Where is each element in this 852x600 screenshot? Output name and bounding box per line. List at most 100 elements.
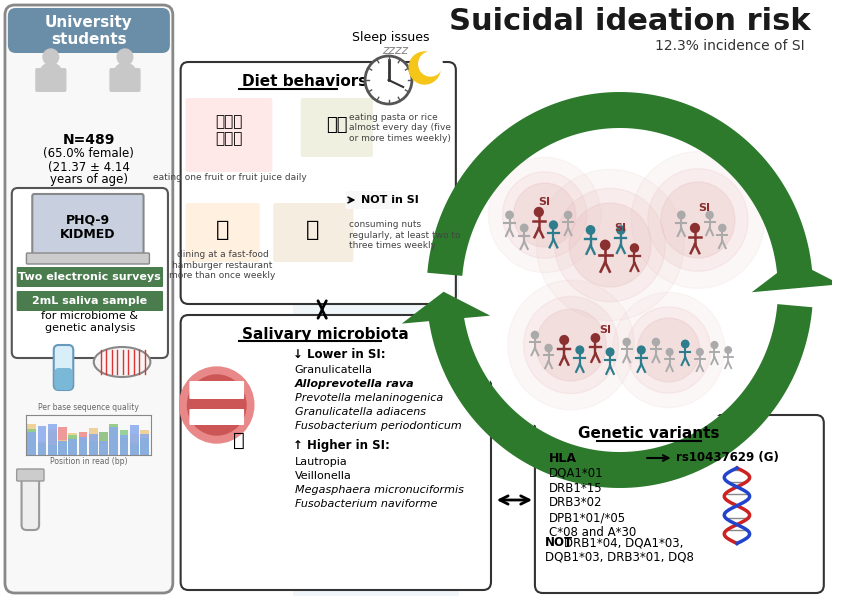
Text: eating pasta or rice
almost every day (five
or more times weekly): eating pasta or rice almost every day (f…: [349, 113, 452, 143]
Bar: [78, 431, 88, 455]
Circle shape: [586, 226, 595, 234]
Bar: [140, 438, 149, 455]
Circle shape: [550, 221, 557, 229]
Circle shape: [463, 130, 776, 450]
Text: (21.37 ± 4.14: (21.37 ± 4.14: [48, 160, 130, 173]
FancyBboxPatch shape: [273, 203, 354, 262]
Text: for microbiome &: for microbiome &: [42, 311, 138, 321]
Circle shape: [419, 52, 442, 76]
Circle shape: [607, 348, 614, 356]
Circle shape: [565, 211, 572, 218]
Text: PHQ-9: PHQ-9: [66, 214, 110, 226]
Polygon shape: [428, 304, 812, 488]
Bar: [68, 436, 78, 455]
Text: Per base sequence quality: Per base sequence quality: [38, 403, 140, 413]
Text: C*08 and A*30: C*08 and A*30: [549, 527, 636, 539]
Circle shape: [545, 344, 552, 352]
Bar: [58, 441, 67, 455]
Bar: [78, 439, 88, 455]
Text: Suicidal ideation risk: Suicidal ideation risk: [449, 7, 810, 37]
Circle shape: [409, 52, 440, 84]
Circle shape: [180, 367, 254, 443]
Text: Fusobacterium naviforme: Fusobacterium naviforme: [295, 499, 437, 509]
Bar: [27, 424, 36, 455]
Circle shape: [560, 335, 568, 344]
Circle shape: [521, 224, 528, 232]
FancyArrow shape: [751, 260, 840, 292]
Circle shape: [569, 203, 651, 287]
Text: Granulicatella: Granulicatella: [295, 365, 373, 375]
Bar: [109, 424, 118, 455]
FancyBboxPatch shape: [186, 203, 260, 262]
Bar: [27, 437, 36, 455]
Bar: [68, 433, 78, 455]
Bar: [48, 432, 57, 455]
Text: Diet behaviors: Diet behaviors: [242, 74, 367, 89]
Circle shape: [626, 307, 711, 393]
Bar: [119, 436, 129, 455]
Circle shape: [43, 49, 59, 65]
Text: Genetic variants: Genetic variants: [579, 427, 720, 442]
Circle shape: [691, 223, 699, 232]
Bar: [89, 434, 98, 455]
Text: Alloprevotella rava: Alloprevotella rava: [295, 379, 414, 389]
Text: rs10437629 (G): rs10437629 (G): [676, 451, 780, 464]
Text: ↓ Lower in SI:: ↓ Lower in SI:: [293, 347, 385, 361]
Text: 2mL saliva sample: 2mL saliva sample: [32, 296, 147, 306]
Text: DPB1*01/*05: DPB1*01/*05: [549, 511, 625, 524]
Circle shape: [719, 224, 726, 232]
Text: 12.3% incidence of SI: 12.3% incidence of SI: [655, 39, 805, 53]
Text: Lautropia: Lautropia: [295, 457, 348, 467]
FancyBboxPatch shape: [181, 315, 491, 590]
Text: KIDMED: KIDMED: [60, 227, 116, 241]
Bar: [58, 427, 67, 455]
Circle shape: [576, 346, 584, 354]
Circle shape: [488, 157, 601, 272]
Circle shape: [591, 334, 600, 342]
Text: HLA: HLA: [549, 451, 577, 464]
FancyBboxPatch shape: [17, 291, 163, 311]
Circle shape: [637, 346, 645, 354]
Bar: [37, 426, 47, 455]
Text: N=489: N=489: [63, 133, 115, 147]
Bar: [140, 434, 149, 455]
Circle shape: [682, 340, 689, 348]
Ellipse shape: [94, 347, 150, 377]
FancyBboxPatch shape: [189, 409, 244, 425]
FancyBboxPatch shape: [17, 267, 163, 287]
Circle shape: [613, 292, 725, 407]
FancyBboxPatch shape: [26, 253, 149, 264]
Bar: [48, 424, 57, 455]
Text: years of age): years of age): [50, 173, 128, 187]
Bar: [89, 428, 98, 455]
Circle shape: [697, 349, 703, 355]
Text: DQB1*03, DRB3*01, DQ8: DQB1*03, DRB3*01, DQ8: [544, 551, 694, 563]
FancyBboxPatch shape: [35, 68, 66, 92]
Text: Two electronic surveys: Two electronic surveys: [19, 272, 161, 282]
Circle shape: [118, 49, 133, 65]
Text: ↑ Higher in SI:: ↑ Higher in SI:: [293, 439, 389, 452]
FancyBboxPatch shape: [12, 188, 168, 358]
Circle shape: [39, 63, 62, 87]
Circle shape: [508, 280, 634, 410]
Text: (65.0% female): (65.0% female): [43, 148, 135, 160]
Circle shape: [630, 244, 638, 252]
Circle shape: [648, 169, 748, 271]
Bar: [89, 440, 98, 455]
Text: Granulicatella adiacens: Granulicatella adiacens: [295, 407, 426, 417]
Circle shape: [631, 152, 764, 289]
FancyBboxPatch shape: [21, 475, 39, 530]
FancyBboxPatch shape: [109, 68, 141, 92]
Text: University
students: University students: [45, 15, 133, 47]
Circle shape: [506, 211, 513, 219]
Bar: [78, 442, 88, 455]
Bar: [119, 430, 129, 455]
FancyBboxPatch shape: [186, 98, 273, 172]
Text: 🍓🍉🍇
🍋🫐🍒: 🍓🍉🍇 🍋🫐🍒: [216, 114, 243, 146]
Circle shape: [677, 211, 685, 219]
Bar: [99, 432, 108, 455]
Text: eating one fruit or fruit juice daily: eating one fruit or fruit juice daily: [153, 173, 307, 182]
FancyBboxPatch shape: [189, 381, 244, 399]
FancyBboxPatch shape: [181, 62, 456, 304]
Text: Position in read (bp): Position in read (bp): [50, 457, 128, 467]
